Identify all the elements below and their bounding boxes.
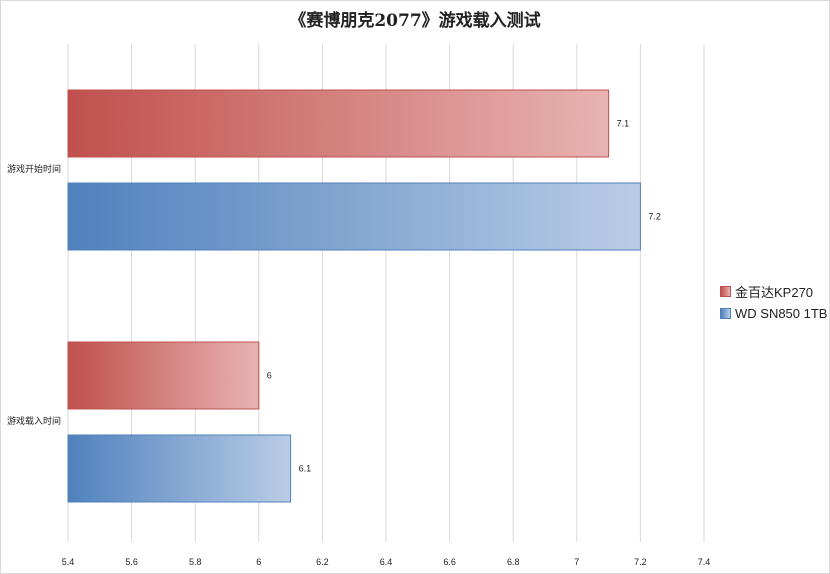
x-tick-label: 7.4 [698, 557, 711, 567]
x-tick-label: 6.2 [316, 557, 329, 567]
category-label: 游戏开始时间 [7, 163, 61, 175]
x-tick-label: 6.8 [507, 557, 520, 567]
category-label: 游戏载入时间 [7, 415, 61, 427]
data-label: 6.1 [299, 464, 312, 474]
chart-title: 《赛博朋克2077》游戏载入测试 [289, 11, 541, 31]
legend: 金百达KP270 WD SN850 1TB [720, 280, 827, 324]
legend-item-sn850: WD SN850 1TB [720, 302, 827, 324]
x-tick-label: 7 [574, 557, 579, 567]
x-tick-label: 5.8 [189, 557, 202, 567]
bar [67, 434, 292, 503]
data-label: 7.1 [617, 119, 630, 129]
bar [67, 341, 260, 410]
legend-item-kp270: 金百达KP270 [720, 280, 827, 302]
data-label: 6 [267, 371, 272, 381]
x-tick-label: 6.4 [380, 557, 393, 567]
x-tick-label: 5.6 [125, 557, 138, 567]
legend-swatch-blue [720, 307, 731, 319]
data-label: 7.2 [648, 212, 661, 222]
bar [67, 89, 610, 158]
legend-label: WD SN850 1TB [735, 305, 828, 321]
x-tick-label: 7.2 [634, 557, 647, 567]
x-tick-label: 5.4 [62, 557, 75, 567]
bar [67, 182, 641, 251]
x-tick-label: 6 [256, 557, 261, 567]
x-tick-label: 6.6 [443, 557, 456, 567]
legend-swatch-red [720, 285, 731, 297]
legend-label: 金百达KP270 [735, 284, 814, 300]
